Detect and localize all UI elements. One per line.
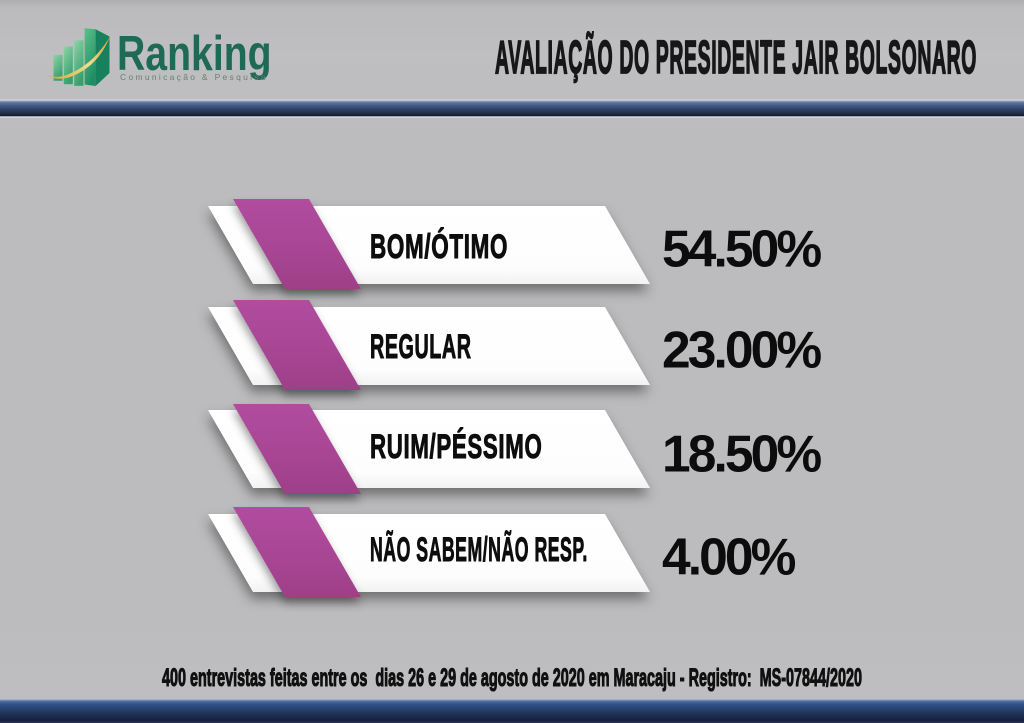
svg-text:Comunicação & Pesquisa: Comunicação & Pesquisa: [120, 72, 268, 82]
svg-text:Ranking: Ranking: [117, 27, 272, 81]
